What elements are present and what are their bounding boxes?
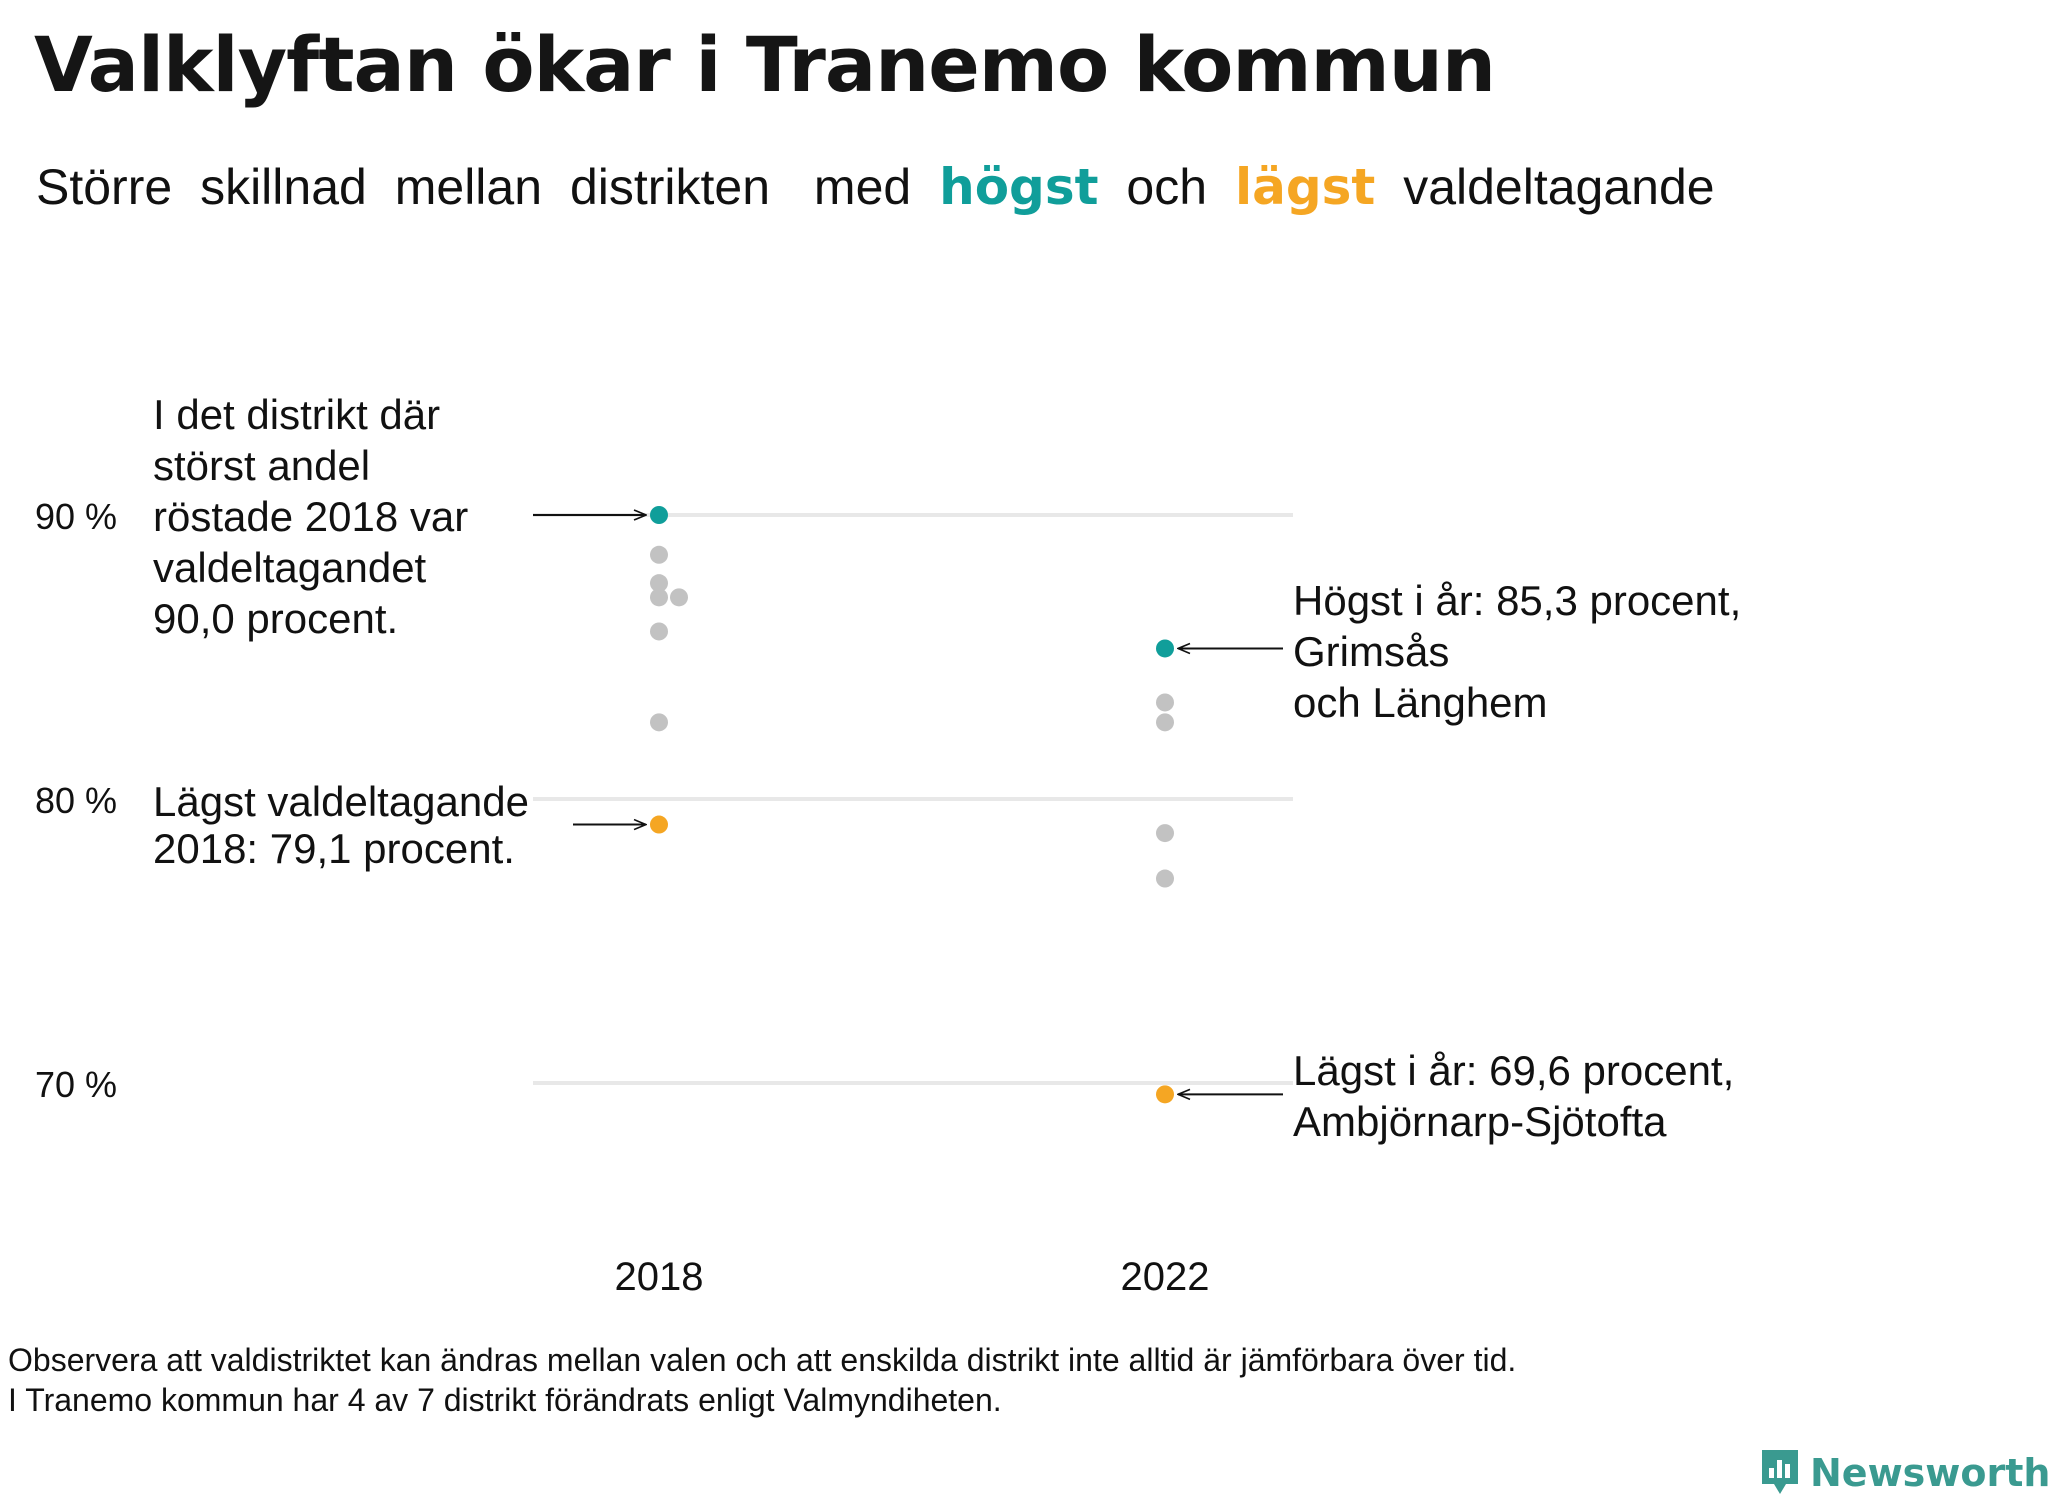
newsworthy-logo-icon bbox=[1762, 1450, 1798, 1494]
y-tick-label: 90 % bbox=[35, 496, 117, 537]
data-point-lowest bbox=[650, 815, 668, 834]
data-point bbox=[1156, 824, 1174, 843]
y-tick-label: 70 % bbox=[35, 1064, 117, 1105]
chart-title: Valklyftan ökar i Tranemo kommun bbox=[34, 20, 1496, 109]
annotation-highest-2018: I det distrikt där bbox=[153, 391, 440, 438]
data-point-lowest bbox=[1156, 1085, 1174, 1104]
annotation-lowest-2018: 2018: 79,1 procent. bbox=[153, 825, 515, 872]
data-points bbox=[650, 506, 1174, 1104]
data-point bbox=[670, 588, 688, 607]
subtitle-word: och bbox=[1126, 159, 1208, 215]
footnote-line: Observera att valdistriktet kan ändras m… bbox=[8, 1342, 1517, 1378]
data-point-highest bbox=[650, 506, 668, 524]
subtitle-word: distrikten bbox=[569, 159, 771, 215]
data-point-highest bbox=[1156, 639, 1174, 658]
data-point bbox=[650, 545, 668, 564]
subtitle-lowest: lägst bbox=[1234, 158, 1376, 216]
annotation-highest-2022: Grimsås bbox=[1293, 628, 1449, 675]
x-tick-label: 2018 bbox=[615, 1255, 704, 1299]
gridlines bbox=[533, 513, 1293, 1085]
chart-subtitle: Större skillnad mellan distrikten med hö… bbox=[36, 158, 1729, 216]
annotation-highest-2018: valdeltagandet bbox=[153, 544, 427, 591]
subtitle-word: med bbox=[813, 159, 912, 215]
x-axis: 2018 2022 bbox=[615, 1255, 1210, 1299]
data-point bbox=[1156, 693, 1174, 712]
data-point bbox=[650, 622, 668, 641]
footnote-line: I Tranemo kommun har 4 av 7 distrikt för… bbox=[8, 1382, 1002, 1418]
annotation-highest-2018: röstade 2018 var bbox=[153, 493, 468, 540]
subtitle-word: skillnad bbox=[200, 159, 367, 215]
annotation-highest-2022: Högst i år: 85,3 procent, bbox=[1293, 577, 1741, 624]
data-point bbox=[650, 588, 668, 607]
data-point bbox=[1156, 713, 1174, 732]
annotation-highest-2022: och Länghem bbox=[1293, 679, 1548, 726]
footnote: Observera att valdistriktet kan ändras m… bbox=[8, 1340, 1516, 1420]
subtitle-word: mellan bbox=[394, 159, 543, 215]
annotation-lowest-2022: Ambjörnarp-Sjötofta bbox=[1293, 1098, 1667, 1145]
y-tick-label: 80 % bbox=[35, 780, 117, 821]
y-axis: 90 % 80 % 70 % bbox=[35, 496, 117, 1105]
brand-name: Newsworthy bbox=[1810, 1451, 2048, 1495]
annotation-lowest-2018: Lägst valdeltagande bbox=[153, 778, 529, 825]
subtitle-word: Större bbox=[36, 159, 173, 215]
subtitle-word: valdeltagande bbox=[1403, 159, 1715, 215]
data-point bbox=[650, 713, 668, 732]
subtitle-highest: högst bbox=[939, 158, 1099, 216]
data-point bbox=[1156, 869, 1174, 888]
annotation-highest-2018: 90,0 procent. bbox=[153, 595, 398, 642]
data-point bbox=[650, 574, 668, 593]
brand-logo: Newsworthy bbox=[1760, 1448, 2048, 1498]
annotation-arrows bbox=[533, 515, 1283, 1094]
annotation-lowest-2022: Lägst i år: 69,6 procent, bbox=[1293, 1047, 1734, 1094]
annotation-highest-2018: störst andel bbox=[153, 442, 370, 489]
x-tick-label: 2022 bbox=[1121, 1255, 1210, 1299]
